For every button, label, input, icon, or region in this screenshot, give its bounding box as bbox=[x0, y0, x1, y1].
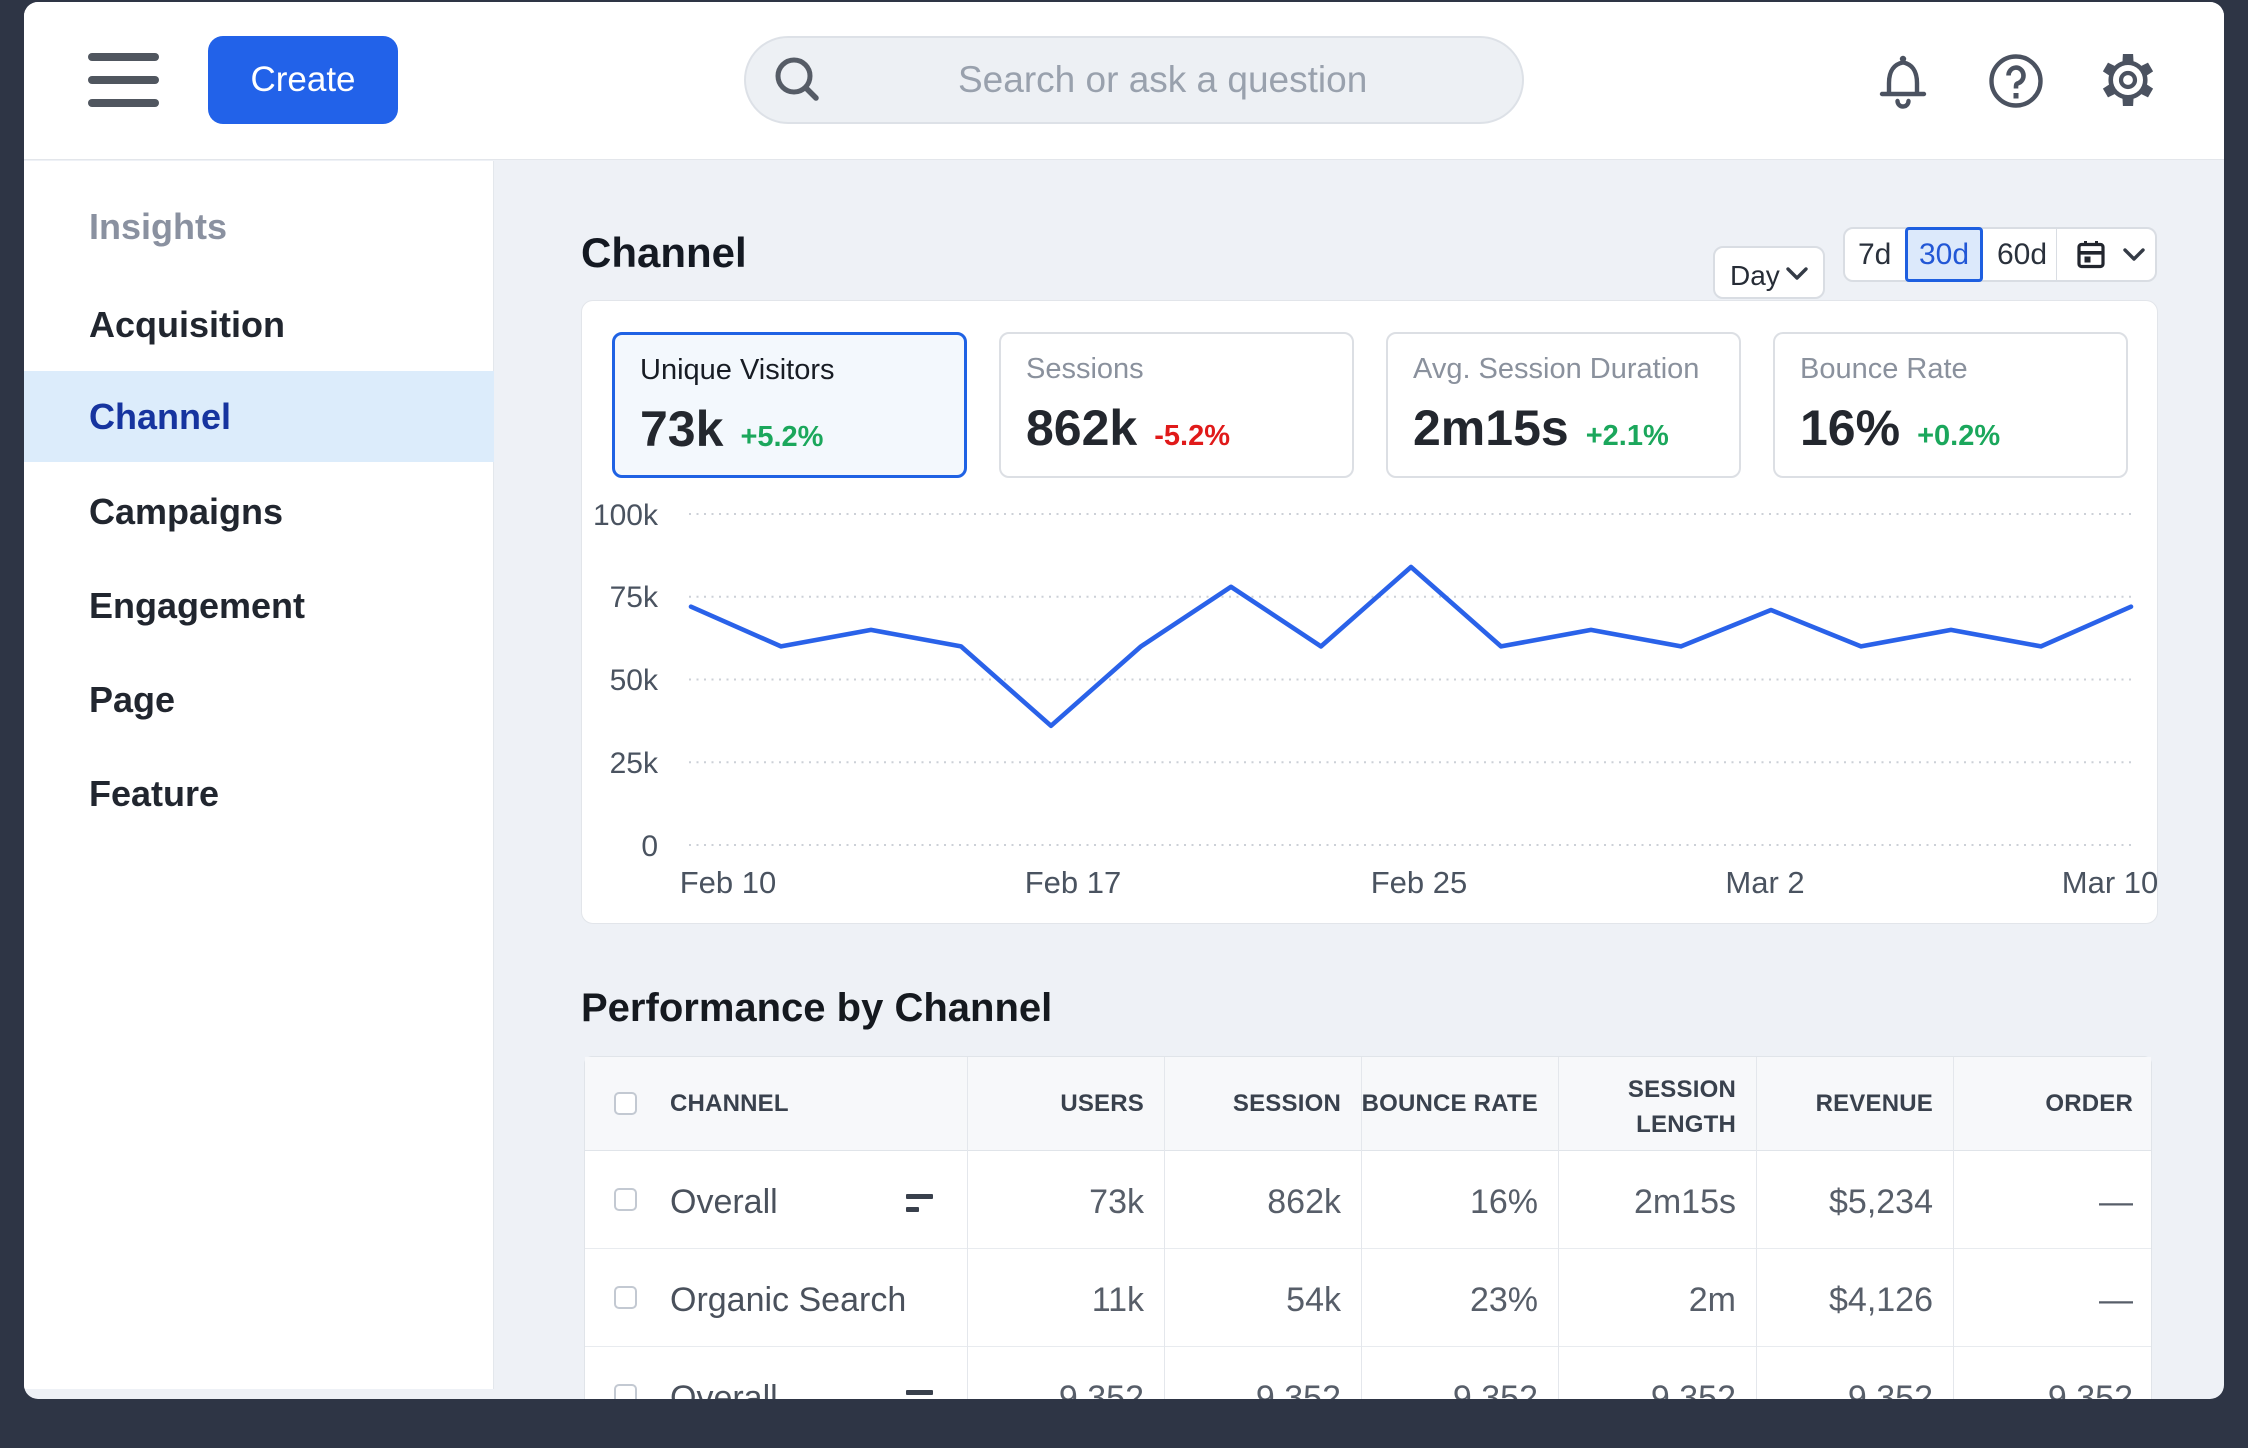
svg-text:75k: 75k bbox=[610, 581, 659, 614]
svg-text:100k: 100k bbox=[593, 499, 659, 532]
svg-text:25k: 25k bbox=[610, 747, 659, 780]
svg-text:0: 0 bbox=[641, 830, 658, 863]
svg-text:Feb 17: Feb 17 bbox=[1025, 865, 1122, 900]
svg-text:Mar 10: Mar 10 bbox=[2062, 865, 2157, 900]
svg-text:Mar 2: Mar 2 bbox=[1725, 865, 1804, 900]
svg-text:Feb 25: Feb 25 bbox=[1371, 865, 1468, 900]
svg-text:Feb 10: Feb 10 bbox=[680, 865, 777, 900]
svg-text:50k: 50k bbox=[610, 664, 659, 697]
